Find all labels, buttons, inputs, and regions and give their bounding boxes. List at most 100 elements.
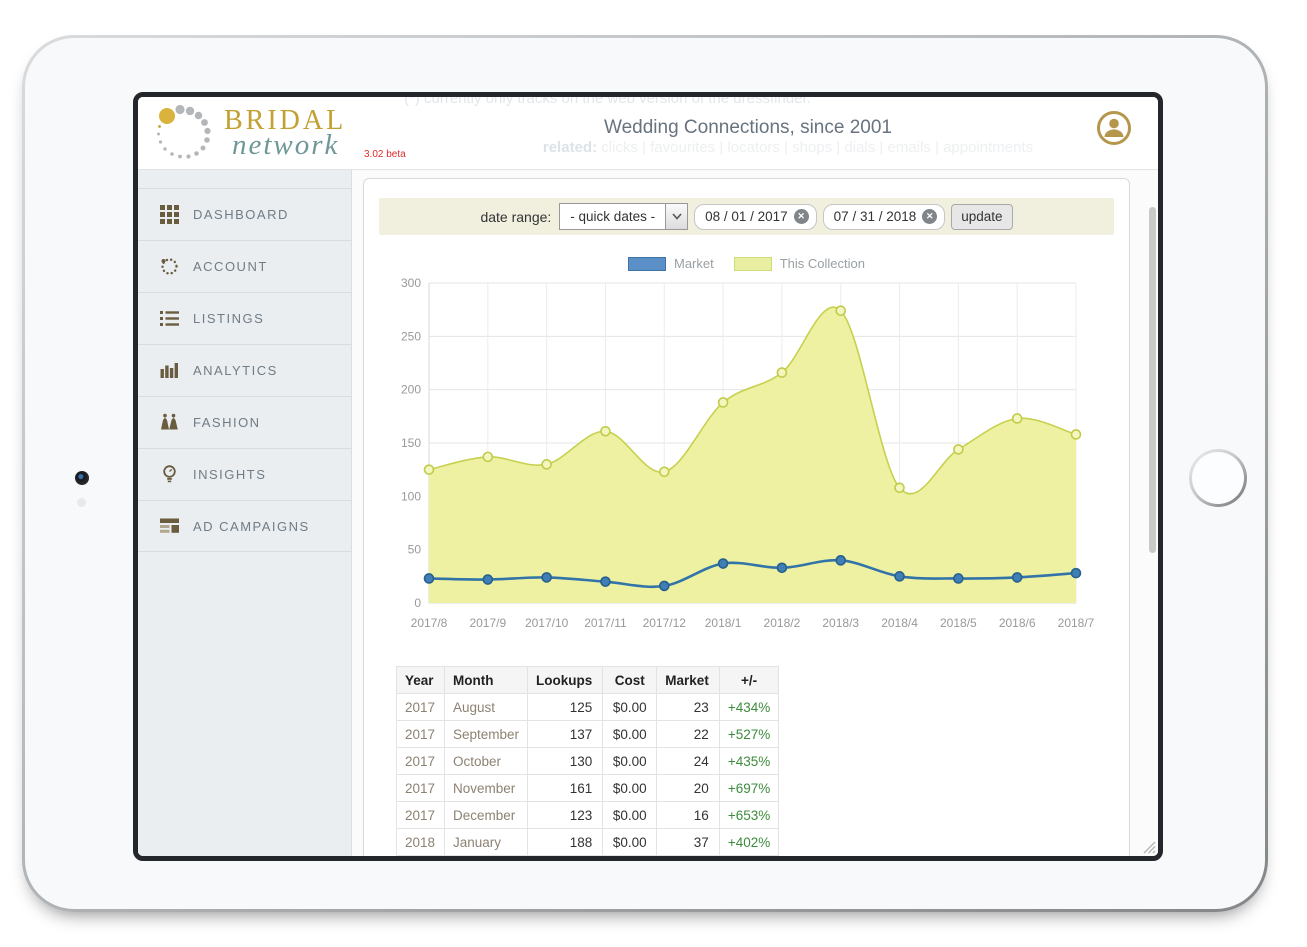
list-icon — [160, 309, 179, 328]
table-cell: +527% — [719, 721, 778, 748]
faint-note-text: (*) currently only tracks on the web ver… — [404, 97, 811, 107]
table-cell: 188 — [528, 829, 603, 856]
table-cell — [397, 856, 445, 857]
table-row-clipped — [397, 856, 779, 857]
table-cell: October — [445, 748, 528, 775]
sidebar-item-insights[interactable]: INSIGHTS — [138, 448, 351, 500]
table-cell: 125 — [528, 694, 603, 721]
app-content: (*) currently only tracks on the web ver… — [138, 97, 1158, 856]
sidebar-item-analytics[interactable]: ANALYTICS — [138, 344, 351, 396]
svg-text:300: 300 — [401, 276, 421, 290]
table-row: 2018January188$0.0037+402% — [397, 829, 779, 856]
page: (*) currently only tracks on the web ver… — [0, 0, 1307, 947]
table-cell: 20 — [657, 775, 720, 802]
chevron-down-icon — [665, 204, 687, 229]
table-cell: January — [445, 829, 528, 856]
table-body: 2017August125$0.0023+434%2017September13… — [397, 694, 779, 857]
sidebar-item-label: AD CAMPAIGNS — [193, 519, 310, 534]
svg-text:200: 200 — [401, 383, 421, 397]
end-date-value: 07 / 31 / 2018 — [834, 209, 917, 224]
date-range-label: date range: — [480, 209, 551, 225]
table-cell: 123 — [528, 802, 603, 829]
related-items: clicks | favourites | locators | shops |… — [601, 139, 1033, 156]
table-cell: 161 — [528, 775, 603, 802]
table-column-header: Lookups — [528, 667, 603, 694]
clear-start-date-icon[interactable]: ✕ — [794, 209, 809, 224]
table-cell — [603, 856, 657, 857]
svg-text:2018/7: 2018/7 — [1058, 616, 1095, 630]
table-cell: $0.00 — [603, 748, 657, 775]
svg-text:2018/5: 2018/5 — [940, 616, 977, 630]
table-cell: +434% — [719, 694, 778, 721]
end-date-input[interactable]: 07 / 31 / 2018 ✕ — [823, 204, 946, 230]
related-links-text: related: clicks | favourites | locators … — [458, 139, 1118, 156]
table-cell: December — [445, 802, 528, 829]
sidebar-item-ad-campaigns[interactable]: AD CAMPAIGNS — [138, 500, 351, 552]
table-cell: 37 — [657, 829, 720, 856]
table-cell — [657, 856, 720, 857]
related-label: related: — [543, 139, 597, 156]
table-cell — [719, 856, 778, 857]
page-title: Wedding Connections, since 2001 — [458, 117, 1038, 139]
logo-text-network: network — [232, 129, 339, 162]
table-cell: 16 — [657, 802, 720, 829]
svg-text:2017/8: 2017/8 — [411, 616, 448, 630]
sidebar-item-label: ACCOUNT — [193, 259, 268, 274]
start-date-input[interactable]: 08 / 01 / 2017 ✕ — [694, 204, 817, 230]
home-button[interactable] — [1189, 449, 1247, 507]
lightbulb-icon — [160, 465, 179, 484]
table-row: 2017October130$0.0024+435% — [397, 748, 779, 775]
svg-text:2017/10: 2017/10 — [525, 616, 569, 630]
table-cell: 2017 — [397, 694, 445, 721]
table-cell: 24 — [657, 748, 720, 775]
header: (*) currently only tracks on the web ver… — [138, 97, 1158, 170]
resize-grip[interactable] — [1140, 838, 1156, 854]
table-cell: 2017 — [397, 775, 445, 802]
sidebar-item-dashboard[interactable]: DASHBOARD — [138, 188, 351, 240]
svg-text:100: 100 — [401, 489, 421, 503]
table-cell — [445, 856, 528, 857]
table-cell — [528, 856, 603, 857]
svg-text:0: 0 — [414, 596, 421, 610]
svg-text:2017/11: 2017/11 — [584, 616, 627, 630]
svg-text:50: 50 — [408, 543, 422, 557]
sidebar-item-account[interactable]: ACCOUNT — [138, 240, 351, 292]
table-cell: 22 — [657, 721, 720, 748]
scrollbar-thumb[interactable] — [1149, 207, 1156, 553]
sidebar-item-label: ANALYTICS — [193, 363, 278, 378]
sidebar-item-fashion[interactable]: FASHION — [138, 396, 351, 448]
table-cell: 2017 — [397, 748, 445, 775]
quick-dates-select[interactable]: - quick dates - — [559, 203, 688, 230]
table-column-header: Market — [657, 667, 720, 694]
table-header: YearMonthLookupsCostMarket+/- — [397, 667, 779, 694]
app-window: (*) currently only tracks on the web ver… — [133, 92, 1163, 861]
table-row: 2017November161$0.0020+697% — [397, 775, 779, 802]
svg-text:2018/3: 2018/3 — [822, 616, 859, 630]
quick-dates-value: - quick dates - — [560, 209, 665, 224]
table-cell: September — [445, 721, 528, 748]
sidebar: DASHBOARD ACCOUNT — [138, 170, 352, 856]
table-cell: 137 — [528, 721, 603, 748]
table-cell: 23 — [657, 694, 720, 721]
table-row: 2017December123$0.0016+653% — [397, 802, 779, 829]
grid-icon — [160, 205, 179, 224]
main-content: date range: - quick dates - 08 / 01 / 20… — [352, 170, 1158, 856]
clear-end-date-icon[interactable]: ✕ — [922, 209, 937, 224]
analytics-card: date range: - quick dates - 08 / 01 / 20… — [363, 178, 1130, 856]
bar-chart-icon — [160, 361, 179, 380]
table-cell: +697% — [719, 775, 778, 802]
sidebar-item-listings[interactable]: LISTINGS — [138, 292, 351, 344]
monthly-stats-table: YearMonthLookupsCostMarket+/- 2017August… — [396, 666, 779, 856]
table-cell: $0.00 — [603, 721, 657, 748]
dresses-icon — [160, 413, 179, 432]
svg-text:150: 150 — [401, 436, 421, 450]
start-date-value: 08 / 01 / 2017 — [705, 209, 788, 224]
table-cell: November — [445, 775, 528, 802]
user-account-icon[interactable] — [1096, 110, 1132, 146]
camera-icon — [75, 471, 89, 485]
table-cell: $0.00 — [603, 829, 657, 856]
brand-logo[interactable]: BRIDAL network 3.02 beta — [148, 101, 448, 167]
svg-text:2018/2: 2018/2 — [764, 616, 801, 630]
update-button[interactable]: update — [951, 204, 1012, 230]
svg-text:2018/1: 2018/1 — [705, 616, 742, 630]
